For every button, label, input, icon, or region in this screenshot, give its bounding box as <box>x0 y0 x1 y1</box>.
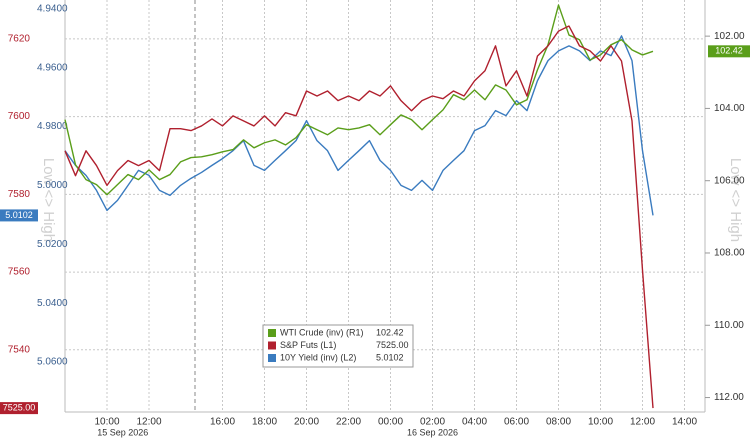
y3-tick-label: 104.00 <box>714 103 745 114</box>
y3-tick-label: 110.00 <box>714 320 744 331</box>
right-axis-note: Low <> High <box>727 158 744 242</box>
legend-value: 5.0102 <box>376 352 404 362</box>
left-axis-note: Low <> High <box>40 158 57 242</box>
y-tick-label: 7600 <box>8 111 31 122</box>
legend-swatch <box>268 354 276 362</box>
x-tick-label: 20:00 <box>294 417 319 428</box>
y2-tick-label: 5.0000 <box>37 180 68 191</box>
y3-tick-label: 112.00 <box>714 392 744 403</box>
series-line <box>64 4 654 196</box>
date-label: 16 Sep 2026 <box>407 427 458 437</box>
y-tick-label: 7620 <box>8 34 31 45</box>
y2-tick-label: 4.9600 <box>37 62 68 73</box>
x-tick-label: 16:00 <box>210 417 235 428</box>
date-label: 15 Sep 2026 <box>97 427 148 437</box>
y3-tick-label: 106.00 <box>714 175 745 186</box>
x-tick-label: 00:00 <box>378 417 403 428</box>
x-tick-label: 14:00 <box>672 417 697 428</box>
legend-swatch <box>268 329 276 337</box>
last-value-badge <box>0 209 38 222</box>
y2-tick-label: 5.0400 <box>37 298 68 309</box>
x-tick-label: 08:00 <box>546 417 571 428</box>
last-value-label: 102.42 <box>715 46 743 56</box>
legend-label: 10Y Yield (inv) (L2) <box>280 352 356 362</box>
legend-box <box>262 324 414 368</box>
x-tick-label: 12:00 <box>630 417 655 428</box>
y-tick-label: 7580 <box>8 189 31 200</box>
last-value-badge <box>708 45 750 58</box>
legend-swatch <box>268 341 276 350</box>
x-tick-label: 10:00 <box>588 417 613 428</box>
y2-tick-label: 4.9800 <box>37 121 68 132</box>
last-value-badge <box>0 402 38 415</box>
series-line <box>64 25 654 409</box>
x-tick-label: 10:00 <box>94 417 119 428</box>
y2-tick-label: 5.0200 <box>37 239 68 250</box>
last-value-label: 5.0102 <box>5 210 33 220</box>
legend-label: S&P Futs (L1) <box>280 340 336 350</box>
x-tick-label: 12:00 <box>136 417 161 428</box>
series-line <box>64 35 654 216</box>
x-tick-label: 22:00 <box>336 417 361 428</box>
y3-tick-label: 108.00 <box>714 248 745 259</box>
x-tick-label: 06:00 <box>504 417 529 428</box>
x-tick-label: 02:00 <box>420 417 445 428</box>
x-tick-label: 04:00 <box>462 417 487 428</box>
legend-label: WTI Crude (inv) (R1) <box>280 327 364 337</box>
y-tick-label: 7540 <box>8 344 31 355</box>
y2-tick-label: 4.9400 <box>37 3 68 14</box>
legend-value: 102.42 <box>376 327 404 337</box>
y2-tick-label: 5.0600 <box>37 357 68 368</box>
y3-tick-label: 102.00 <box>714 31 745 42</box>
legend-value: 7525.00 <box>376 340 409 350</box>
x-tick-label: 18:00 <box>252 417 277 428</box>
y-tick-label: 7560 <box>8 267 31 278</box>
legend: WTI Crude (inv) (R1) 102.42 S&P Futs (L1) 7… <box>262 324 414 368</box>
last-value-label: 7525.00 <box>3 402 36 412</box>
